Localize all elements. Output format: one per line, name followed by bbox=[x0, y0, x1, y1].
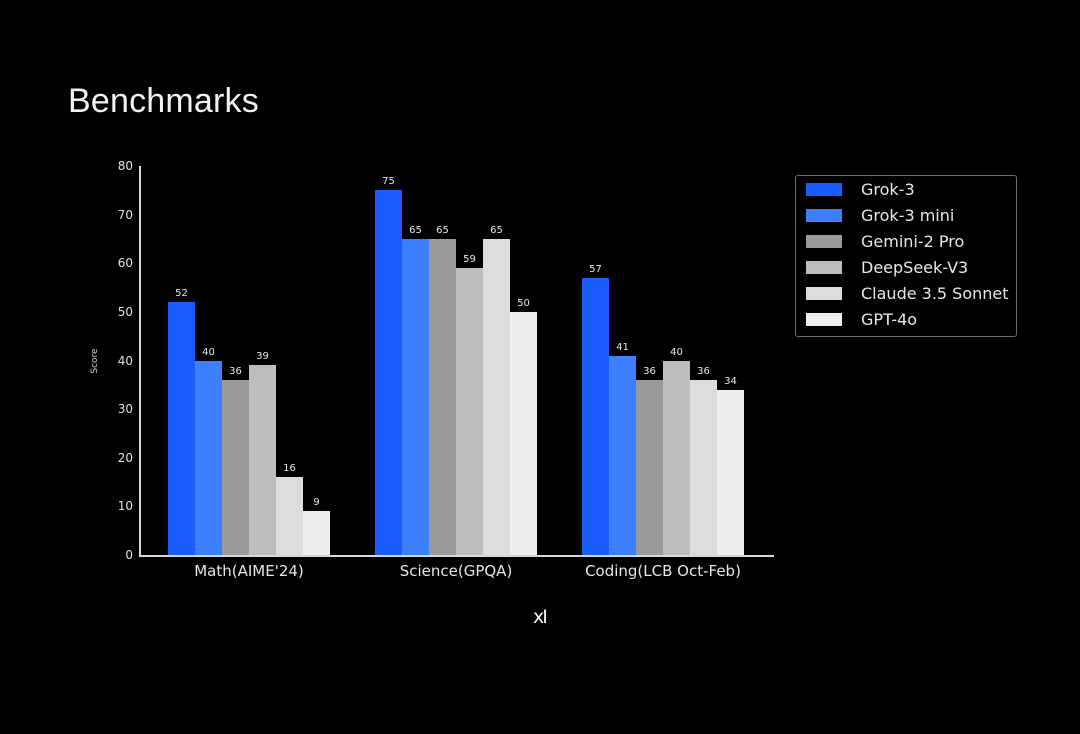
bar-value-label: 65 bbox=[436, 224, 449, 236]
page-title: Benchmarks bbox=[68, 82, 259, 120]
bar-value-label: 39 bbox=[256, 351, 269, 363]
y-axis-label: Score bbox=[90, 348, 100, 374]
bar: 59 bbox=[456, 254, 483, 555]
y-tick-label: 0 bbox=[125, 548, 133, 562]
bar-value-label: 65 bbox=[409, 224, 422, 236]
bar: 36 bbox=[222, 366, 249, 555]
y-tick-label: 40 bbox=[117, 353, 133, 368]
bar: 39 bbox=[249, 351, 276, 555]
bar-value-label: 36 bbox=[229, 365, 242, 377]
bar-value-label: 65 bbox=[490, 224, 503, 236]
legend-swatch-icon bbox=[806, 312, 842, 326]
legend-label: Claude 3.5 Sonnet bbox=[861, 283, 1009, 303]
bar: 65 bbox=[402, 225, 429, 555]
bar-value-label: 40 bbox=[202, 346, 215, 358]
y-tick-label: 80 bbox=[117, 159, 133, 173]
bar-value-label: 16 bbox=[283, 463, 296, 475]
bar-value-label: 52 bbox=[175, 288, 188, 300]
legend-swatch-icon bbox=[806, 208, 842, 222]
legend-item: Claude 3.5 Sonnet bbox=[806, 282, 1009, 304]
legend-item: Grok-3 mini bbox=[806, 204, 954, 226]
y-axis-line bbox=[139, 166, 141, 556]
y-tick-label: 10 bbox=[117, 499, 133, 514]
bar-chart-plot-area: Score 0 10 20 30 40 50 60 70 80 52 40 36 39 16 9 Math(A… bbox=[90, 159, 774, 580]
bar: 75 bbox=[375, 176, 402, 555]
legend-swatch-icon bbox=[806, 182, 842, 196]
bar-value-label: 40 bbox=[670, 346, 683, 358]
x-axis-line bbox=[139, 555, 774, 557]
x-category-label: Math(AIME'24) bbox=[194, 562, 304, 580]
y-tick-label: 70 bbox=[117, 207, 133, 222]
bar: 52 bbox=[168, 288, 195, 555]
y-tick-label: 30 bbox=[117, 402, 133, 417]
bar: 16 bbox=[276, 463, 303, 555]
y-tick-label: 60 bbox=[117, 256, 133, 271]
bar-value-label: 34 bbox=[724, 375, 737, 387]
bar: 41 bbox=[609, 342, 636, 555]
legend-label: Gemini-2 Pro bbox=[861, 231, 965, 251]
bar: 40 bbox=[195, 347, 222, 555]
y-tick-label: 50 bbox=[117, 304, 133, 319]
chart-legend: Grok-3 Grok-3 mini Gemini-2 Pro DeepSeek-V3… bbox=[795, 175, 1017, 337]
bar-value-label: 59 bbox=[463, 254, 476, 266]
legend-swatch-icon bbox=[806, 260, 842, 274]
bar-value-label: 57 bbox=[589, 263, 602, 275]
bar-value-label: 36 bbox=[643, 365, 656, 377]
bar-value-label: 9 bbox=[313, 497, 320, 509]
bar: 65 bbox=[429, 225, 456, 555]
bar: 36 bbox=[636, 366, 663, 555]
bar: 9 bbox=[303, 497, 330, 555]
bar: 50 bbox=[510, 298, 537, 555]
bar: 57 bbox=[582, 264, 609, 555]
bar: 36 bbox=[690, 366, 717, 555]
bar: 40 bbox=[663, 347, 690, 555]
legend-item: GPT-4o bbox=[806, 308, 917, 330]
legend-item: Grok-3 bbox=[806, 178, 915, 200]
legend-item: DeepSeek-V3 bbox=[806, 256, 968, 278]
legend-label: Grok-3 bbox=[861, 179, 915, 199]
x-category-label: Coding(LCB Oct-Feb) bbox=[585, 562, 741, 580]
legend-swatch-icon bbox=[806, 234, 842, 248]
bar-value-label: 75 bbox=[382, 176, 395, 188]
xai-logo: xI bbox=[533, 606, 548, 628]
bar-value-label: 50 bbox=[517, 297, 530, 309]
x-category-label: Science(GPQA) bbox=[399, 562, 513, 580]
legend-label: Grok-3 mini bbox=[861, 205, 955, 225]
bar: 34 bbox=[717, 376, 744, 555]
legend-item: Gemini-2 Pro bbox=[806, 230, 964, 252]
bar-value-label: 36 bbox=[697, 365, 710, 377]
legend-swatch-icon bbox=[806, 286, 842, 300]
legend-label: GPT-4o bbox=[861, 309, 918, 329]
legend-label: DeepSeek-V3 bbox=[861, 257, 969, 277]
bar-value-label: 41 bbox=[616, 341, 629, 353]
bar: 65 bbox=[483, 225, 510, 555]
y-tick-label: 20 bbox=[117, 450, 133, 465]
